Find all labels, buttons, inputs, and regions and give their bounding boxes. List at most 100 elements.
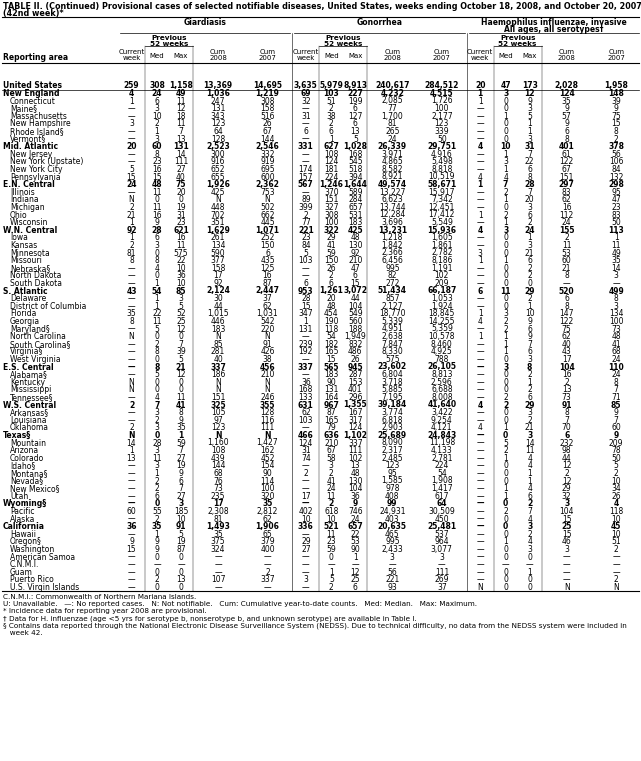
Text: —: —	[476, 196, 484, 204]
Text: 8: 8	[129, 317, 134, 326]
Text: 29: 29	[326, 234, 336, 242]
Text: 10: 10	[301, 514, 311, 524]
Text: —: —	[476, 514, 484, 524]
Text: —: —	[476, 476, 484, 486]
Text: 19: 19	[176, 537, 186, 546]
Text: 12: 12	[176, 370, 186, 379]
Text: 209: 209	[435, 279, 449, 288]
Text: 11: 11	[562, 241, 571, 250]
Text: 516: 516	[260, 112, 275, 121]
Text: 85: 85	[176, 286, 187, 295]
Text: 62: 62	[562, 332, 572, 341]
Text: 17: 17	[562, 355, 572, 364]
Text: Med: Med	[324, 53, 338, 59]
Text: 131: 131	[211, 104, 225, 113]
Text: 90: 90	[263, 469, 272, 478]
Text: 130: 130	[348, 241, 363, 250]
Text: 144: 144	[211, 461, 225, 470]
Text: C.N.M.I.: C.N.M.I.	[10, 560, 39, 569]
Text: 537: 537	[435, 530, 449, 539]
Text: 7: 7	[528, 188, 532, 196]
Text: 181: 181	[324, 165, 338, 174]
Text: 5,359: 5,359	[431, 324, 453, 333]
Text: 24,843: 24,843	[427, 431, 456, 440]
Text: 631: 631	[298, 400, 313, 409]
Text: —: —	[128, 104, 135, 113]
Text: 9: 9	[528, 332, 532, 341]
Text: —: —	[476, 545, 484, 554]
Text: —: —	[476, 438, 484, 447]
Text: 47: 47	[501, 81, 511, 91]
Text: 0: 0	[154, 385, 160, 394]
Text: 12: 12	[351, 568, 360, 577]
Text: 14,255: 14,255	[429, 317, 455, 326]
Text: 2: 2	[329, 583, 334, 592]
Text: 99: 99	[387, 499, 397, 508]
Text: 227: 227	[347, 89, 363, 98]
Text: —: —	[302, 484, 310, 493]
Text: Ohio: Ohio	[10, 211, 28, 219]
Text: 20: 20	[475, 81, 485, 91]
Text: 73: 73	[612, 324, 621, 333]
Text: 7: 7	[503, 180, 508, 189]
Text: —: —	[128, 301, 135, 310]
Text: 3: 3	[503, 309, 508, 318]
Text: 0: 0	[503, 294, 508, 303]
Text: 26,105: 26,105	[428, 362, 456, 371]
Text: 11: 11	[153, 188, 162, 196]
Text: 4: 4	[154, 264, 160, 272]
Text: 8: 8	[564, 135, 569, 144]
Text: —: —	[476, 135, 484, 144]
Text: 25: 25	[176, 317, 186, 326]
Text: 131: 131	[173, 142, 189, 151]
Text: 425: 425	[347, 226, 363, 234]
Text: 75: 75	[612, 112, 621, 121]
Text: 108: 108	[211, 446, 225, 455]
Text: 4: 4	[503, 173, 508, 182]
Text: 0: 0	[528, 583, 532, 592]
Text: —: —	[476, 560, 484, 569]
Text: —: —	[476, 568, 484, 577]
Text: 3: 3	[528, 203, 532, 212]
Text: —: —	[302, 188, 310, 196]
Text: 5,498: 5,498	[431, 158, 453, 167]
Text: 375: 375	[211, 537, 226, 546]
Text: 1: 1	[503, 165, 508, 174]
Text: —: —	[476, 377, 484, 387]
Text: 22: 22	[351, 530, 360, 539]
Text: 657: 657	[348, 203, 363, 212]
Text: 27: 27	[176, 454, 186, 463]
Text: 24: 24	[524, 226, 535, 234]
Text: 2: 2	[129, 423, 134, 432]
Text: 5: 5	[503, 438, 508, 447]
Text: —: —	[128, 188, 135, 196]
Text: 0: 0	[154, 355, 160, 364]
Text: —: —	[177, 560, 185, 569]
Text: 0: 0	[179, 583, 183, 592]
Text: 11: 11	[153, 317, 162, 326]
Text: 185: 185	[174, 507, 188, 516]
Text: 51: 51	[612, 537, 621, 546]
Text: 11: 11	[501, 286, 511, 295]
Text: 247: 247	[211, 97, 225, 106]
Text: N: N	[215, 377, 221, 387]
Text: 2,523: 2,523	[206, 142, 230, 151]
Text: 50: 50	[612, 218, 621, 227]
Text: 81: 81	[388, 119, 397, 129]
Text: 6: 6	[528, 324, 532, 333]
Text: —: —	[476, 294, 484, 303]
Text: 165: 165	[324, 416, 338, 425]
Text: 111: 111	[260, 423, 274, 432]
Text: 1: 1	[329, 135, 334, 144]
Text: 123: 123	[211, 423, 225, 432]
Text: 0: 0	[503, 301, 508, 310]
Text: 3: 3	[154, 461, 160, 470]
Text: 1,191: 1,191	[431, 264, 453, 272]
Text: 151: 151	[324, 196, 338, 204]
Text: Current: Current	[119, 49, 145, 55]
Text: 4: 4	[528, 537, 532, 546]
Text: 77: 77	[387, 104, 397, 113]
Text: —: —	[612, 568, 620, 577]
Text: 945: 945	[347, 362, 363, 371]
Text: 636: 636	[324, 431, 339, 440]
